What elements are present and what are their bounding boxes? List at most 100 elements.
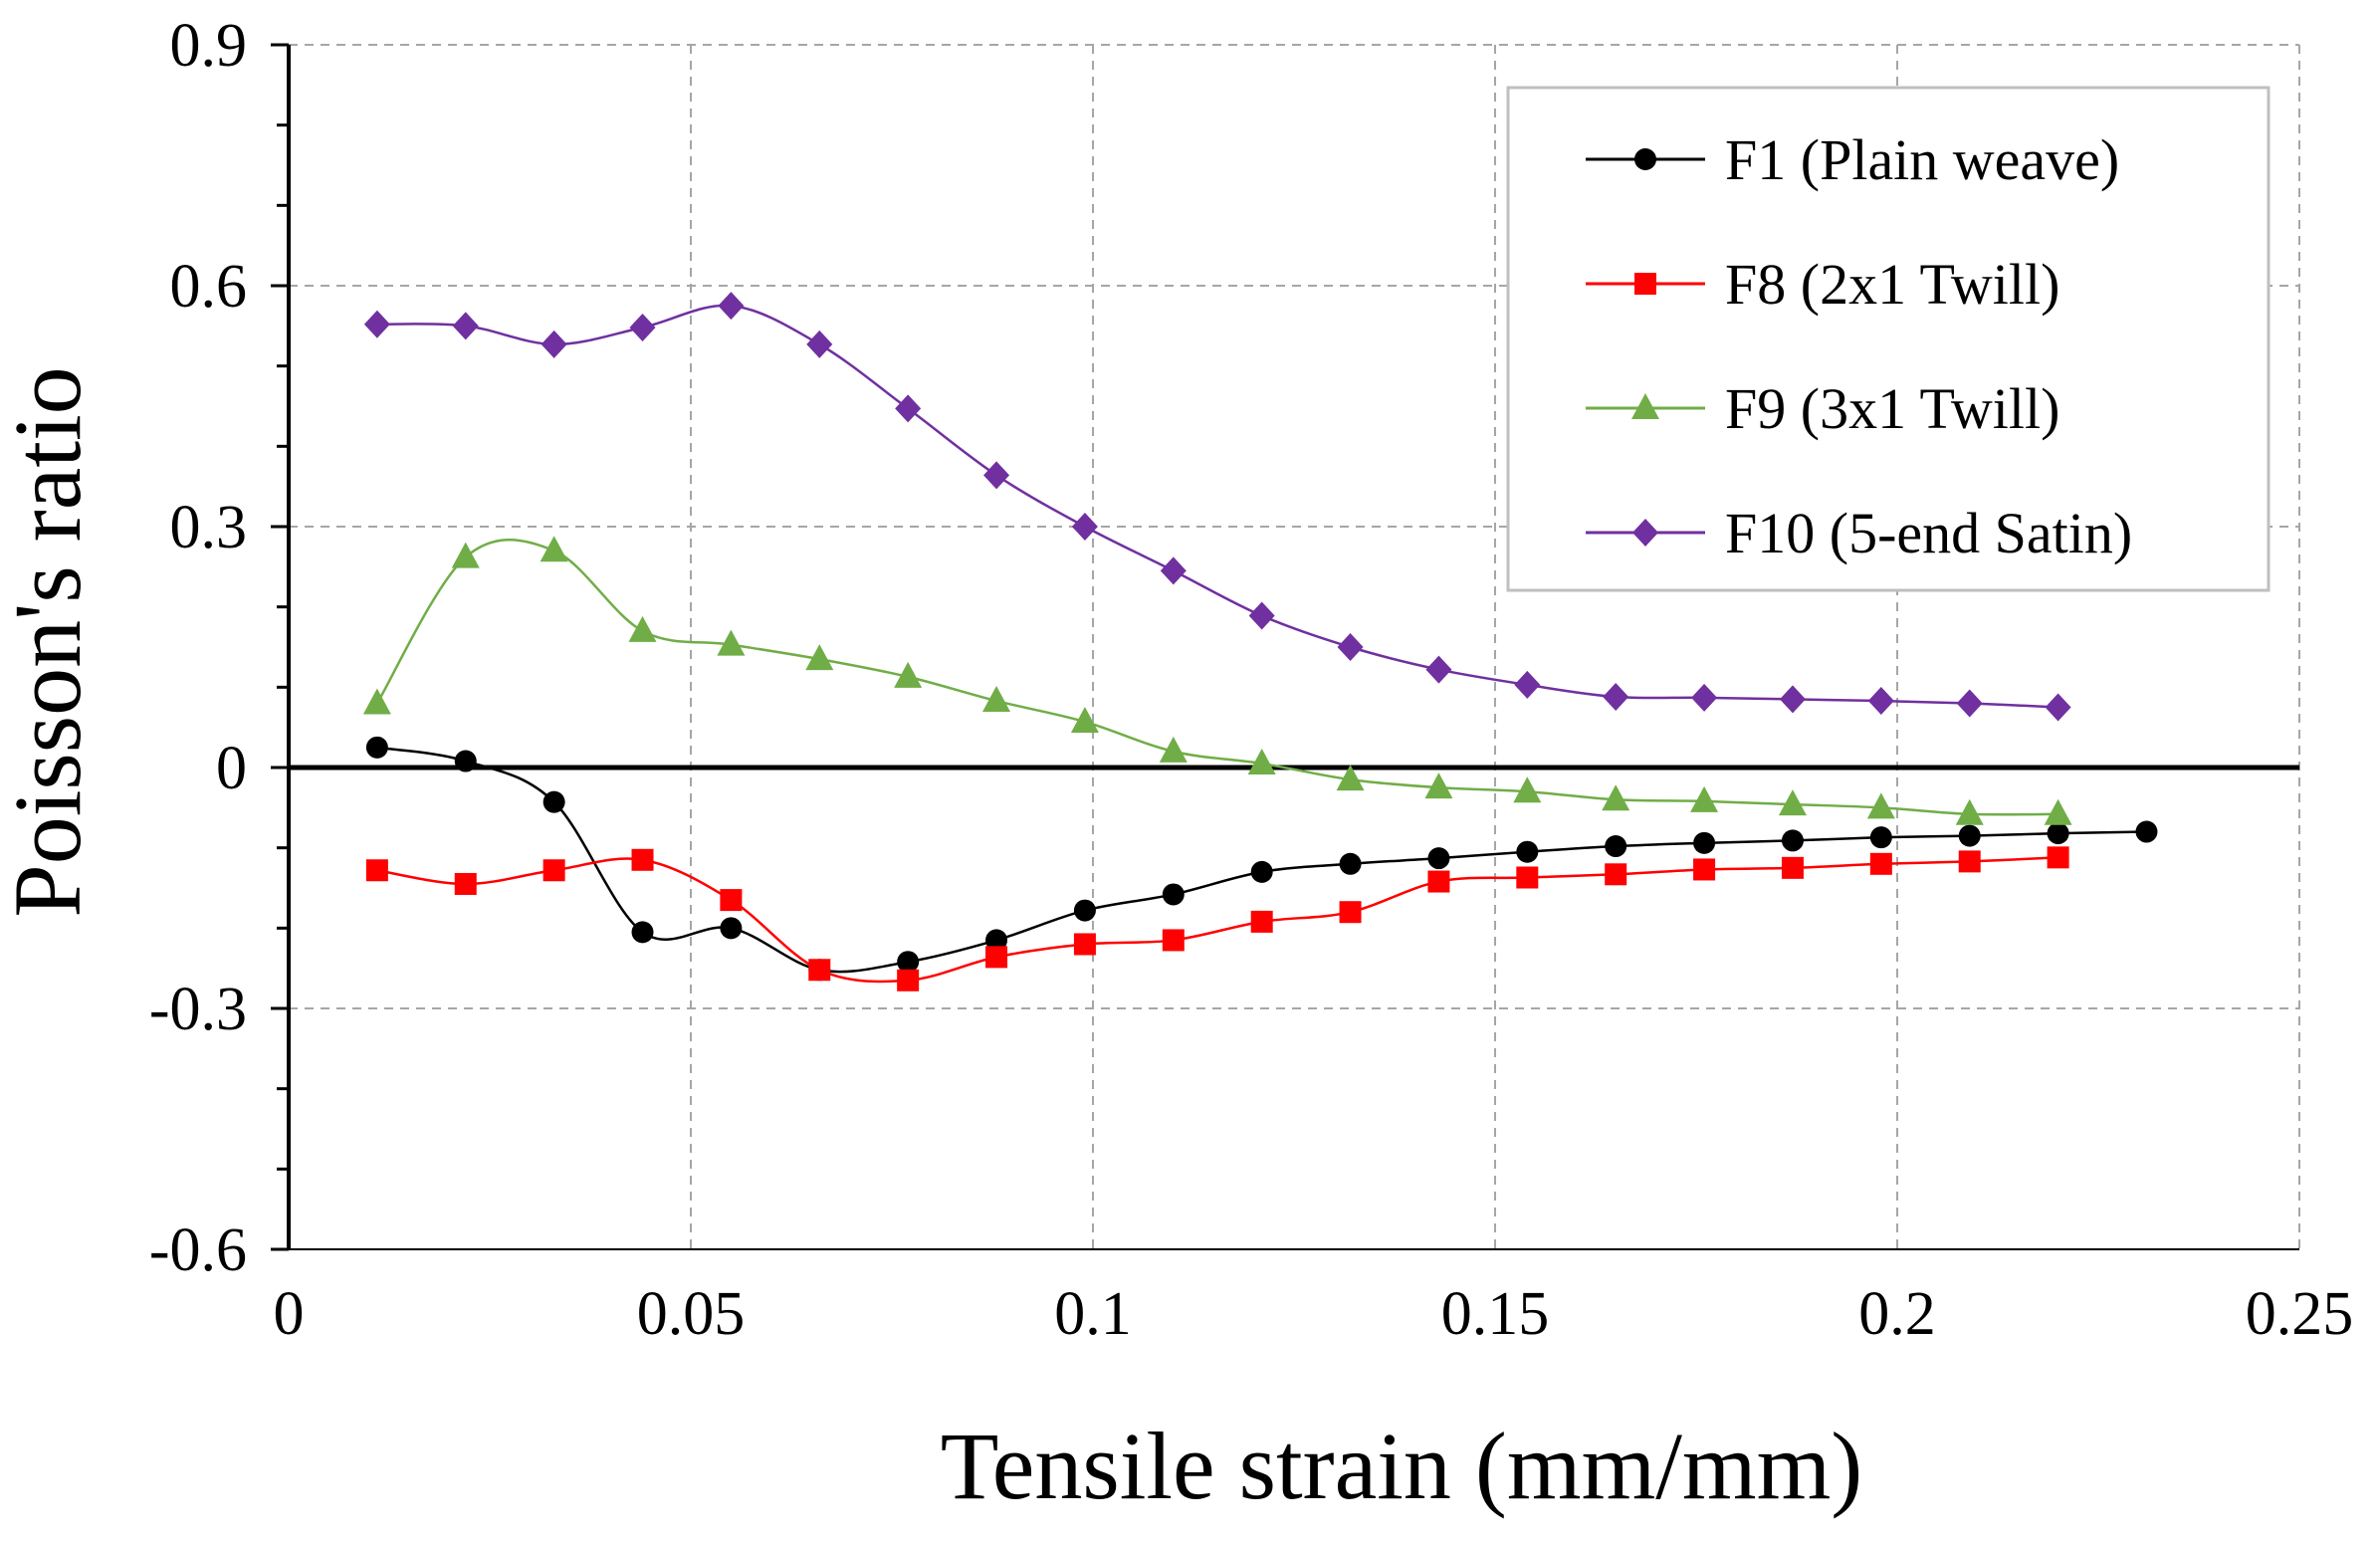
- series-line: [376, 304, 2058, 709]
- data-point: [1427, 847, 1450, 870]
- y-tick-label: 0: [216, 735, 247, 802]
- legend-entry: F8 (2x1 Twill): [1586, 252, 2059, 317]
- data-point: [629, 313, 656, 341]
- data-point: [1073, 933, 1096, 956]
- data-point: [1425, 655, 1452, 684]
- data-point: [1867, 687, 1894, 716]
- data-point: [805, 644, 834, 671]
- data-point: [362, 688, 391, 715]
- data-point: [1513, 776, 1542, 803]
- x-tick-label: 0: [274, 1280, 305, 1348]
- legend-label: F9 (3x1 Twill): [1725, 376, 2059, 441]
- x-axis-title: Tensile strain (mm/mm): [941, 1413, 1862, 1519]
- data-series: [362, 292, 2158, 992]
- series-line: [375, 539, 2058, 816]
- legend-box: [1506, 86, 2271, 592]
- data-point: [1516, 840, 1539, 863]
- data-point: [2047, 822, 2069, 845]
- data-point: [1071, 513, 1098, 541]
- data-point: [1336, 765, 1365, 791]
- data-point: [985, 929, 1008, 952]
- data-point: [1693, 831, 1716, 854]
- x-tick-label: 0.15: [1441, 1280, 1550, 1348]
- data-point: [1691, 683, 1718, 712]
- data-point: [1956, 689, 1983, 718]
- series-f10-5-end-satin: [363, 292, 2071, 722]
- data-point: [1162, 929, 1185, 952]
- data-point: [1958, 824, 1981, 847]
- data-point: [983, 461, 1010, 490]
- data-point: [540, 536, 568, 562]
- legend-entry: F10 (5-end Satin): [1586, 501, 2132, 565]
- data-point: [628, 615, 657, 642]
- data-point: [1690, 785, 1719, 812]
- tick-labels: 0 0.05 0.1 0.15 0.2 0.25 -0.6 -0.3 0 0.3 0.6 0.9: [149, 12, 2353, 1348]
- series-f9-3x1-twill: [362, 536, 2072, 825]
- y-tick-label: -0.3: [149, 976, 247, 1043]
- data-point: [1248, 601, 1275, 630]
- legend-marker: [1634, 273, 1656, 295]
- data-point: [1516, 866, 1539, 889]
- data-point: [451, 542, 480, 568]
- data-point: [720, 917, 743, 940]
- data-point: [1339, 852, 1362, 875]
- data-point: [631, 848, 654, 871]
- y-tick-label: 0.9: [170, 12, 248, 80]
- data-point: [1602, 784, 1630, 811]
- x-tick-label: 0.1: [1054, 1280, 1132, 1348]
- data-point: [982, 686, 1011, 713]
- data-point: [1339, 901, 1362, 924]
- data-point: [720, 889, 743, 912]
- data-point: [1781, 829, 1804, 852]
- data-point: [1866, 792, 1895, 819]
- data-point: [1250, 910, 1273, 933]
- data-point: [1869, 826, 1892, 849]
- data-point: [1958, 850, 1981, 873]
- data-point: [1424, 772, 1453, 799]
- data-point: [1778, 789, 1807, 816]
- data-point: [1869, 852, 1892, 875]
- data-point: [542, 859, 565, 882]
- data-point: [452, 312, 479, 340]
- data-point: [365, 859, 388, 882]
- legend-entry: F9 (3x1 Twill): [1586, 376, 2059, 441]
- data-point: [1605, 863, 1627, 886]
- data-point: [1162, 883, 1185, 906]
- data-point: [985, 946, 1008, 969]
- data-point: [894, 661, 923, 688]
- data-point: [1250, 860, 1273, 883]
- y-axis-title: Poisson's ratio: [0, 366, 101, 917]
- legend-label: F1 (Plain weave): [1725, 127, 2119, 192]
- legend-marker: [1632, 519, 1658, 547]
- x-tick-label: 0.25: [2246, 1280, 2354, 1348]
- data-point: [2135, 820, 2158, 843]
- legend-marker: [1634, 148, 1656, 170]
- data-point: [806, 330, 833, 358]
- data-point: [895, 394, 922, 423]
- data-point: [1337, 633, 1364, 661]
- data-point: [454, 750, 477, 772]
- y-tick-label: 0.3: [170, 494, 248, 561]
- legend-label: F8 (2x1 Twill): [1725, 252, 2059, 317]
- legend: F1 (Plain weave) F8 (2x1 Twill) F9 (3x1 Tw…: [1506, 86, 2271, 592]
- data-point: [808, 959, 831, 982]
- data-point: [631, 921, 654, 944]
- legend-entry: F1 (Plain weave): [1586, 127, 2119, 192]
- data-point: [1603, 683, 1629, 712]
- data-point: [1779, 685, 1806, 714]
- data-point: [897, 951, 920, 974]
- x-tick-label: 0.2: [1858, 1280, 1936, 1348]
- data-point: [365, 736, 388, 759]
- x-tick-label: 0.05: [637, 1280, 746, 1348]
- data-point: [1070, 707, 1099, 734]
- data-point: [2045, 693, 2071, 722]
- data-point: [897, 969, 920, 992]
- legend-marker: [1631, 393, 1659, 419]
- data-point: [1693, 858, 1716, 881]
- axes: [271, 43, 2299, 1251]
- data-point: [718, 292, 745, 321]
- data-point: [1159, 736, 1188, 763]
- data-point: [1247, 748, 1276, 774]
- data-point: [363, 310, 390, 338]
